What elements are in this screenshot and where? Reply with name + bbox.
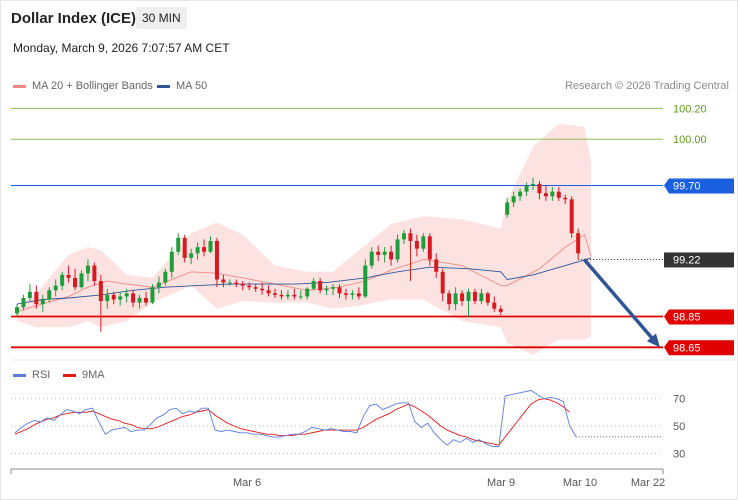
rsi-swatch (13, 373, 26, 377)
legend-rsi-label: RSI (32, 369, 51, 381)
bollinger-swatch (13, 84, 26, 88)
legend-ma50-label: MA 50 (176, 80, 208, 92)
legend-bollinger: MA 20 + Bollinger Bands (13, 80, 153, 92)
timeframe-badge[interactable]: 30 MIN (136, 7, 187, 29)
instrument-title: Dollar Index (ICE) (11, 10, 137, 27)
legend-bollinger-label: MA 20 + Bollinger Bands (32, 80, 153, 92)
research-credit: Research © 2026 Trading Central (564, 80, 729, 92)
legend-ma50: MA 50 (157, 80, 207, 92)
rsi-ma-swatch (63, 373, 76, 377)
chart-header: Dollar Index (ICE) 30 MIN (0, 0, 738, 36)
legend-rsi: RSI (13, 369, 50, 381)
ma50-swatch (157, 84, 170, 88)
legend-rsi-ma-label: 9MA (82, 369, 105, 381)
legend-rsi-ma: 9MA (63, 369, 105, 381)
timestamp: Monday, March 9, 2026 7:07:57 AM CET (13, 41, 230, 55)
